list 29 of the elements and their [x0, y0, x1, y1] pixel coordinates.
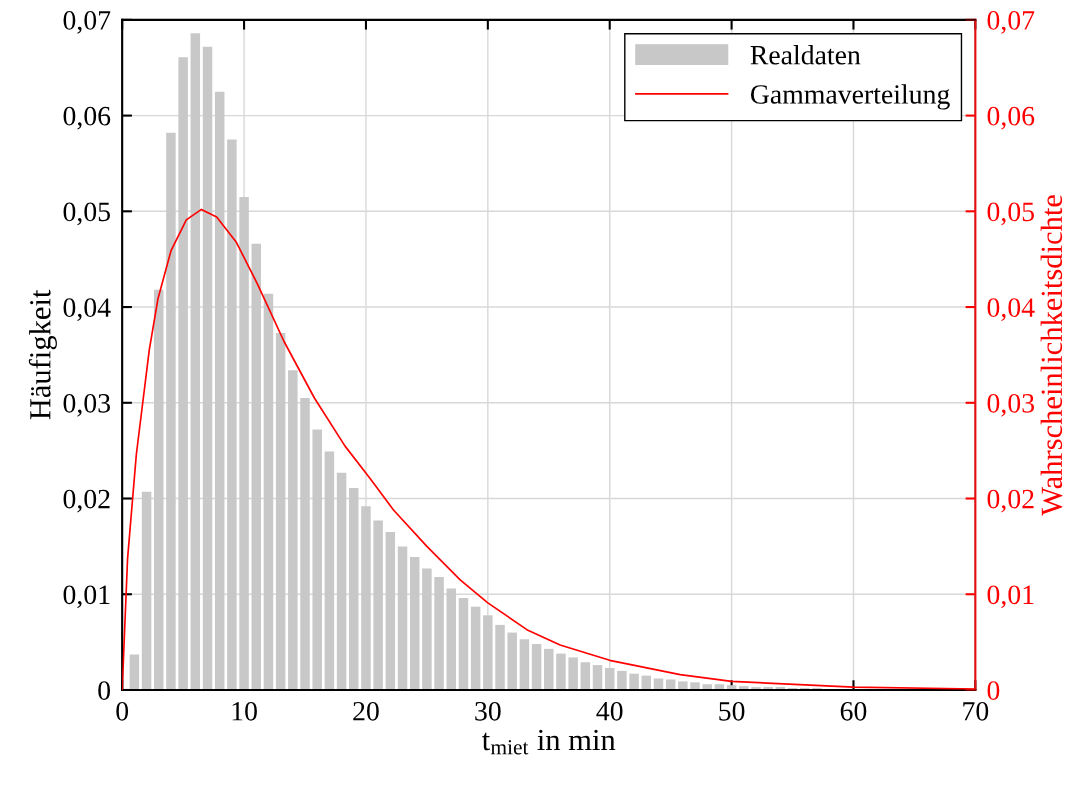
- x-tick-label: 40: [596, 701, 623, 721]
- y2-tick-label: 0: [987, 681, 1000, 700]
- y2-tick-label: 0,02: [987, 489, 1034, 513]
- legend-label: Gammaverteilung: [750, 84, 950, 110]
- x-tick-label: 30: [475, 701, 501, 721]
- x-tick-label: 70: [963, 701, 989, 721]
- y-tick-label: 0,07: [63, 11, 111, 34]
- y2-tick-label: 0,07: [987, 11, 1035, 34]
- y2-tick-label: 0,04: [987, 298, 1035, 321]
- y-axis-title: Häufigkeit: [28, 289, 57, 420]
- x-axis-title: t$_{miet}$ in min: [482, 729, 616, 755]
- y2-tick-label: 0,03: [987, 393, 1034, 417]
- x-tick-label: 0: [116, 701, 129, 721]
- y2-tick-label: 0,05: [987, 202, 1034, 226]
- y-tick-label: 0,03: [63, 393, 110, 417]
- x-tick-label: 50: [719, 701, 745, 721]
- legend-label: Realdaten: [750, 45, 861, 65]
- y-tick-label: 0: [98, 681, 111, 700]
- x-tick-label: 10: [232, 701, 257, 721]
- y2-tick-label: 0,06: [987, 106, 1035, 130]
- y2-axis-title: Wahrscheinlichkeitsdichte: [1040, 195, 1063, 516]
- y-tick-label: 0,02: [63, 489, 110, 513]
- y-tick-label: 0,05: [63, 202, 110, 226]
- x-tick-label: 60: [840, 701, 867, 721]
- y2-tick-label: 0,01: [987, 585, 1034, 609]
- x-tick-label: 20: [353, 701, 379, 721]
- y-tick-label: 0,06: [63, 106, 111, 130]
- y-tick-label: 0,04: [63, 298, 111, 321]
- y-tick-label: 0,01: [63, 585, 110, 609]
